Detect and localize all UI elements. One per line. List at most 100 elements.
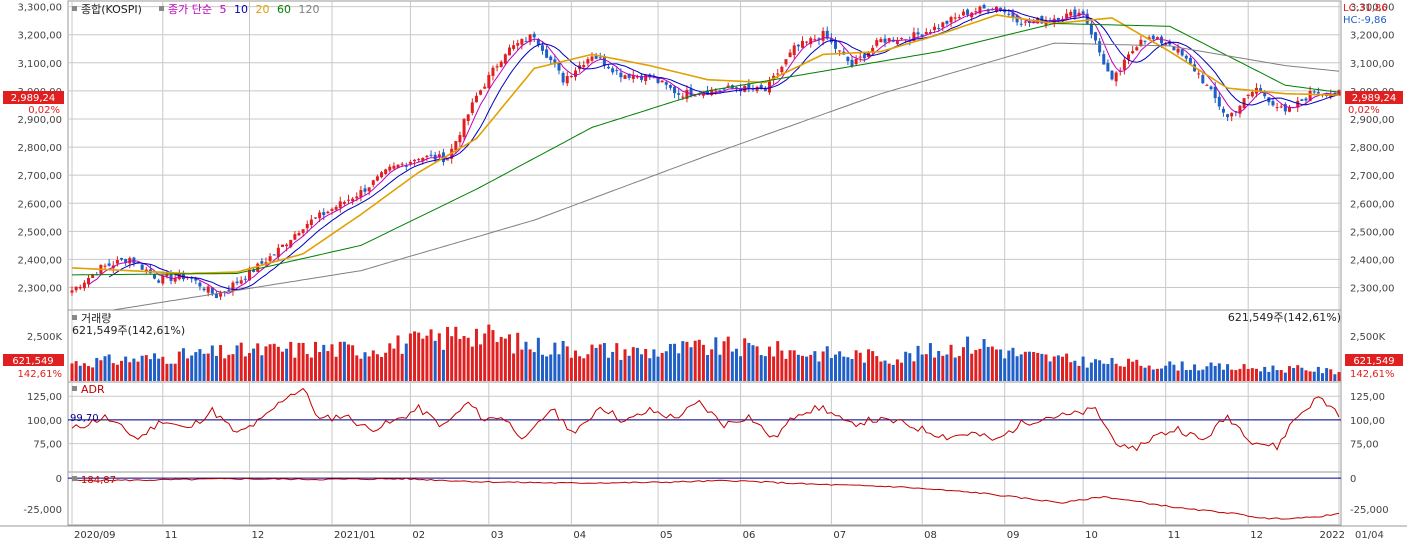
candle (805, 40, 809, 45)
candle-body (846, 57, 850, 62)
candle-body (1213, 86, 1217, 99)
volume-bar (165, 363, 169, 381)
price-tag-right (1345, 91, 1403, 104)
candle-body (726, 85, 730, 88)
ma-legend-marker (159, 6, 164, 11)
volume-bar (1127, 358, 1131, 381)
adr-line (68, 387, 1341, 452)
candle (1106, 59, 1110, 72)
candle-body (1337, 90, 1341, 96)
candle-body (763, 87, 767, 92)
candle-body (689, 88, 693, 96)
candle (1271, 98, 1275, 107)
ma-20-line (71, 14, 1340, 275)
volume-bar (1027, 351, 1031, 381)
volume-bar (309, 357, 313, 381)
volume-bar (380, 356, 384, 381)
candle (140, 262, 144, 271)
volume-bar (181, 348, 185, 381)
volume-bar (875, 356, 879, 381)
candle-body (330, 208, 334, 211)
volume-bar (1238, 368, 1242, 381)
volume-bar (660, 352, 664, 381)
candle-body (1333, 92, 1337, 95)
volume-bar (586, 354, 590, 381)
candle (941, 21, 945, 32)
volume-bar (1213, 365, 1217, 381)
volume-bar (937, 350, 941, 381)
volume-bar (194, 352, 198, 381)
volume-bar (342, 341, 346, 381)
volume-bar (594, 347, 598, 381)
candle (994, 6, 998, 13)
candle (871, 45, 875, 55)
volume-bar (751, 345, 755, 381)
osc-tick-left: -25,000 (23, 505, 62, 516)
volume-bar (483, 333, 487, 381)
price-series-label[interactable]: 종합(KOSPI) (81, 3, 142, 16)
volume-bar (602, 343, 606, 381)
volume-bar (148, 359, 152, 381)
volume-bar (1329, 369, 1333, 381)
volume-bar (421, 338, 425, 381)
volume-bar (293, 357, 297, 381)
candle-body (949, 17, 953, 23)
candle-body (347, 199, 351, 201)
candle-body (256, 263, 260, 272)
candle-body (631, 75, 635, 79)
volume-bar (1011, 347, 1015, 381)
candle-body (404, 165, 408, 167)
candle-body (280, 244, 284, 247)
volume-bar (91, 367, 95, 381)
candle (780, 65, 784, 75)
volume-bar (363, 352, 367, 381)
price-tick-left: 2,500,00 (17, 227, 62, 238)
candle (586, 57, 590, 67)
volume-tag-left (3, 354, 64, 366)
volume-bar (838, 351, 842, 381)
adr-label[interactable]: ADR (81, 383, 105, 396)
volume-bar (301, 342, 305, 381)
candle-body (214, 293, 218, 299)
x-tick-11: 11 (1168, 530, 1181, 541)
candle (446, 159, 450, 161)
candle (945, 20, 949, 26)
ma-10-line (108, 9, 1340, 291)
volume-bar (825, 346, 829, 381)
volume-bar (520, 349, 524, 381)
volume-bar (1242, 364, 1246, 381)
oscillator-line (68, 477, 1341, 520)
candle-body (227, 290, 231, 292)
candle-body (1287, 106, 1291, 112)
price-tag-right-text: 2,989,24 (1352, 93, 1397, 104)
volume-bar (966, 336, 970, 381)
volume-bar (227, 354, 231, 381)
volume-bar (805, 356, 809, 381)
candle (202, 286, 206, 292)
candle-body (384, 169, 388, 174)
candle-body (619, 72, 623, 78)
candle-body (545, 49, 549, 58)
candle (565, 71, 569, 87)
candle-body (1085, 13, 1089, 24)
volume-bar (772, 356, 776, 381)
candle-body (701, 92, 705, 96)
candle (569, 75, 573, 78)
volume-label[interactable]: 거래량 (81, 312, 111, 325)
candle (301, 229, 305, 236)
volume-bar (978, 348, 982, 381)
volume-bar (784, 358, 788, 381)
volume-bar (78, 365, 82, 381)
candle-body (338, 201, 342, 208)
candle-body (1023, 21, 1027, 23)
volume-bar (503, 338, 507, 381)
ma-legend[interactable]: 종가 단순 5 10 20 60 120 (168, 3, 319, 16)
candle-body (301, 229, 305, 233)
candle (685, 85, 689, 103)
candle (1180, 48, 1184, 57)
candle-body (1143, 40, 1147, 42)
candle-body (640, 75, 644, 80)
price-tick-right: 2,800,00 (1350, 143, 1395, 154)
candle-body (1056, 17, 1060, 21)
